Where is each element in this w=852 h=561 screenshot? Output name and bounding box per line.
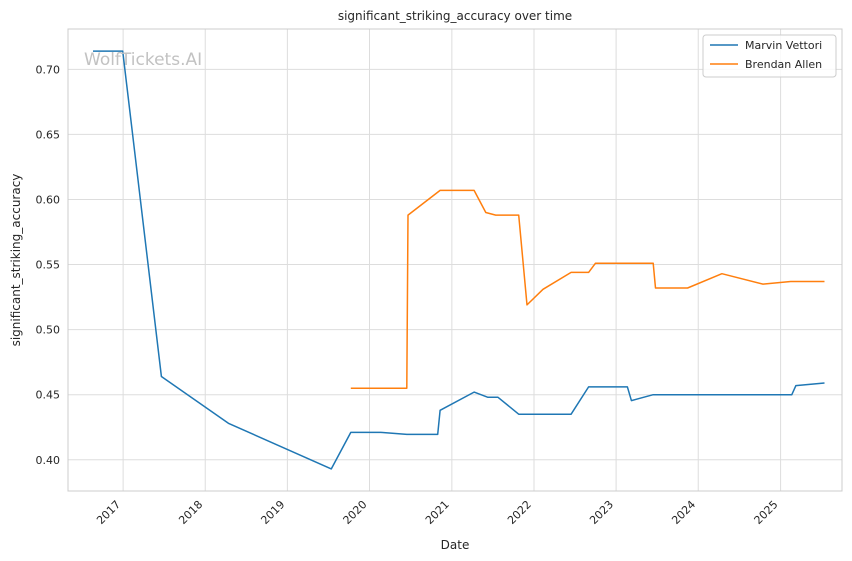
legend-label-marvin-vettori: Marvin Vettori [745,39,822,52]
series-line-brendan-allen [350,189,825,389]
y-tick-label: 0.50 [36,324,61,337]
series-lines [93,50,825,470]
y-tick-label: 0.40 [36,454,61,467]
y-axis-ticks: 0.40 0.45 0.50 0.55 0.60 0.65 0.70 [36,63,61,466]
y-tick-label: 0.60 [36,193,61,206]
x-tick-label: 2019 [258,498,287,527]
series-line-marvin-vettori [93,50,825,470]
y-tick-label: 0.45 [36,389,61,402]
x-tick-label: 2024 [669,498,698,527]
x-tick-label: 2018 [176,498,205,527]
x-tick-label: 2020 [341,498,370,527]
legend-label-brendan-allen: Brendan Allen [745,58,822,71]
x-tick-label: 2023 [587,498,616,527]
x-tick-label: 2025 [752,498,781,527]
legend: Marvin Vettori Brendan Allen [702,34,837,78]
plot-area-frame [67,28,843,492]
x-tick-label: 2022 [505,498,534,527]
x-tick-label: 2021 [423,498,452,527]
y-tick-label: 0.65 [36,128,61,141]
y-tick-label: 0.55 [36,259,61,272]
grid-lines [68,29,842,491]
chart-title: significant_striking_accuracy over time [338,9,572,23]
y-axis-title: significant_striking_accuracy [9,174,23,347]
watermark: WolfTickets.AI [84,50,202,70]
x-axis-title: Date [441,538,470,552]
y-tick-label: 0.70 [36,63,61,76]
x-axis-ticks: 2017 2018 2019 2020 2021 2022 2023 2024 2025 [94,498,780,527]
x-tick-label: 2017 [94,498,123,527]
